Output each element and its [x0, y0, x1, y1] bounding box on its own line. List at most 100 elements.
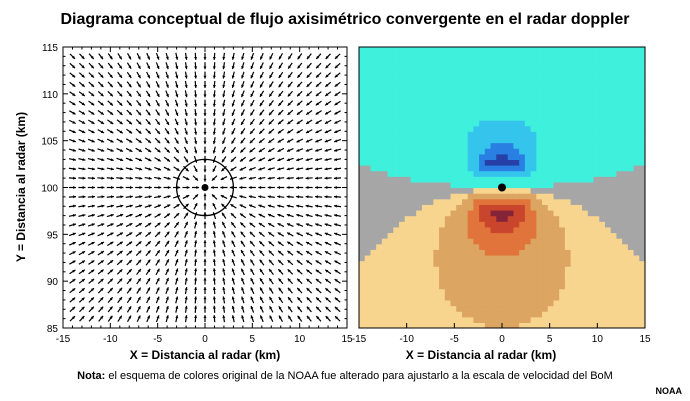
- heatmap-cell: [496, 69, 503, 76]
- heatmap-cell: [536, 91, 543, 99]
- vector-arrow: [221, 146, 227, 154]
- heatmap-cell: [519, 316, 526, 323]
- heatmap-cell: [610, 311, 617, 318]
- heatmap-cell: [467, 148, 474, 155]
- heatmap-cell: [381, 249, 389, 256]
- heatmap-cell: [370, 232, 377, 239]
- heatmap-cell: [616, 91, 623, 99]
- heatmap-cell: [479, 226, 486, 234]
- heatmap-cell: [359, 58, 366, 65]
- heatmap-cell: [359, 198, 366, 205]
- heatmap-cell: [530, 249, 537, 256]
- heatmap-cell: [645, 143, 651, 149]
- heatmap-cell: [542, 299, 549, 307]
- vector-arrow: [305, 157, 313, 162]
- heatmap-cell: [416, 187, 423, 194]
- heatmap-cell: [616, 288, 623, 295]
- heatmap-cell: [387, 277, 394, 284]
- heatmap-cell: [416, 170, 423, 177]
- heatmap-cell: [622, 120, 629, 127]
- heatmap-cell: [564, 204, 572, 211]
- heatmap-cell: [542, 243, 549, 250]
- heatmap-cell: [645, 317, 651, 323]
- heatmap-cell: [376, 260, 383, 267]
- heatmap-cell: [593, 215, 600, 222]
- heatmap-cell: [633, 148, 640, 155]
- heatmap-cell: [599, 198, 606, 205]
- heatmap-cell: [547, 114, 555, 121]
- vector-arrow: [126, 241, 133, 247]
- heatmap-cell: [502, 221, 509, 228]
- vector-arrow: [268, 138, 275, 144]
- heatmap-cell: [570, 47, 577, 54]
- heatmap-cell: [364, 316, 372, 323]
- heatmap-cell: [381, 142, 389, 149]
- vector-arrow: [334, 287, 341, 294]
- vector-arrow: [163, 166, 171, 171]
- vector-arrow: [135, 185, 143, 190]
- vector-arrow: [69, 306, 76, 313]
- heatmap-cell: [473, 243, 480, 250]
- heatmap-cell: [364, 288, 372, 295]
- heatmap-cell: [461, 131, 469, 138]
- heatmap-cell: [599, 159, 606, 166]
- heatmap-cell: [416, 283, 423, 290]
- heatmap-cell: [490, 125, 497, 132]
- heatmap-cell: [524, 283, 532, 290]
- vector-arrow: [231, 315, 235, 323]
- vector-arrow: [68, 158, 77, 162]
- heatmap-cell: [461, 91, 469, 99]
- heatmap-cell: [530, 153, 537, 160]
- heatmap-cell: [456, 108, 463, 116]
- heatmap-cell: [639, 131, 645, 138]
- heatmap-cell: [439, 125, 446, 132]
- heatmap-cell: [570, 254, 577, 262]
- heatmap-cell: [564, 221, 572, 228]
- heatmap-cell: [484, 69, 492, 76]
- heatmap-cell: [513, 243, 520, 250]
- heatmap-cell: [473, 142, 480, 149]
- heatmap-cell: [393, 63, 400, 71]
- vector-arrow: [305, 241, 313, 246]
- heatmap-cell: [456, 204, 463, 211]
- heatmap-cell: [359, 209, 366, 217]
- vector-arrow: [315, 278, 322, 284]
- vector-arrow: [277, 268, 284, 275]
- heatmap-cell: [450, 120, 457, 127]
- heatmap-cell: [604, 187, 612, 194]
- heatmap-cell: [553, 260, 560, 267]
- heatmap-cell: [507, 125, 515, 132]
- heatmap-cell: [559, 193, 566, 200]
- heatmap-cell: [547, 288, 555, 295]
- heatmap-cell: [559, 148, 566, 155]
- vector-arrow: [192, 193, 199, 200]
- heatmap-cell: [496, 114, 503, 121]
- vector-arrow: [286, 241, 294, 247]
- heatmap-cell: [593, 232, 600, 239]
- heatmap-cell: [542, 125, 549, 132]
- heatmap-cell: [364, 165, 372, 172]
- heatmap-cell: [456, 75, 463, 82]
- vector-arrow: [315, 157, 323, 162]
- heatmap-cell: [364, 294, 372, 301]
- heatmap-cell: [507, 254, 515, 262]
- heatmap-cell: [627, 176, 635, 183]
- heatmap-cell: [359, 63, 366, 71]
- heatmap-cell: [490, 277, 497, 284]
- heatmap-cell: [599, 204, 606, 211]
- vector-arrow: [203, 268, 207, 276]
- heatmap-cell: [427, 159, 434, 166]
- heatmap-cell: [616, 249, 623, 256]
- heatmap-cell: [593, 58, 600, 65]
- heatmap-cell: [359, 204, 366, 211]
- heatmap-cell: [461, 243, 469, 250]
- heatmap-cell: [421, 221, 429, 228]
- vector-arrow: [296, 223, 304, 227]
- heatmap-cell: [639, 305, 645, 312]
- heatmap-cell: [399, 114, 406, 121]
- vector-arrow: [144, 147, 152, 153]
- heatmap-cell: [444, 283, 452, 290]
- heatmap-cell: [604, 238, 612, 245]
- vector-arrow: [315, 195, 323, 199]
- heatmap-cell: [530, 47, 537, 54]
